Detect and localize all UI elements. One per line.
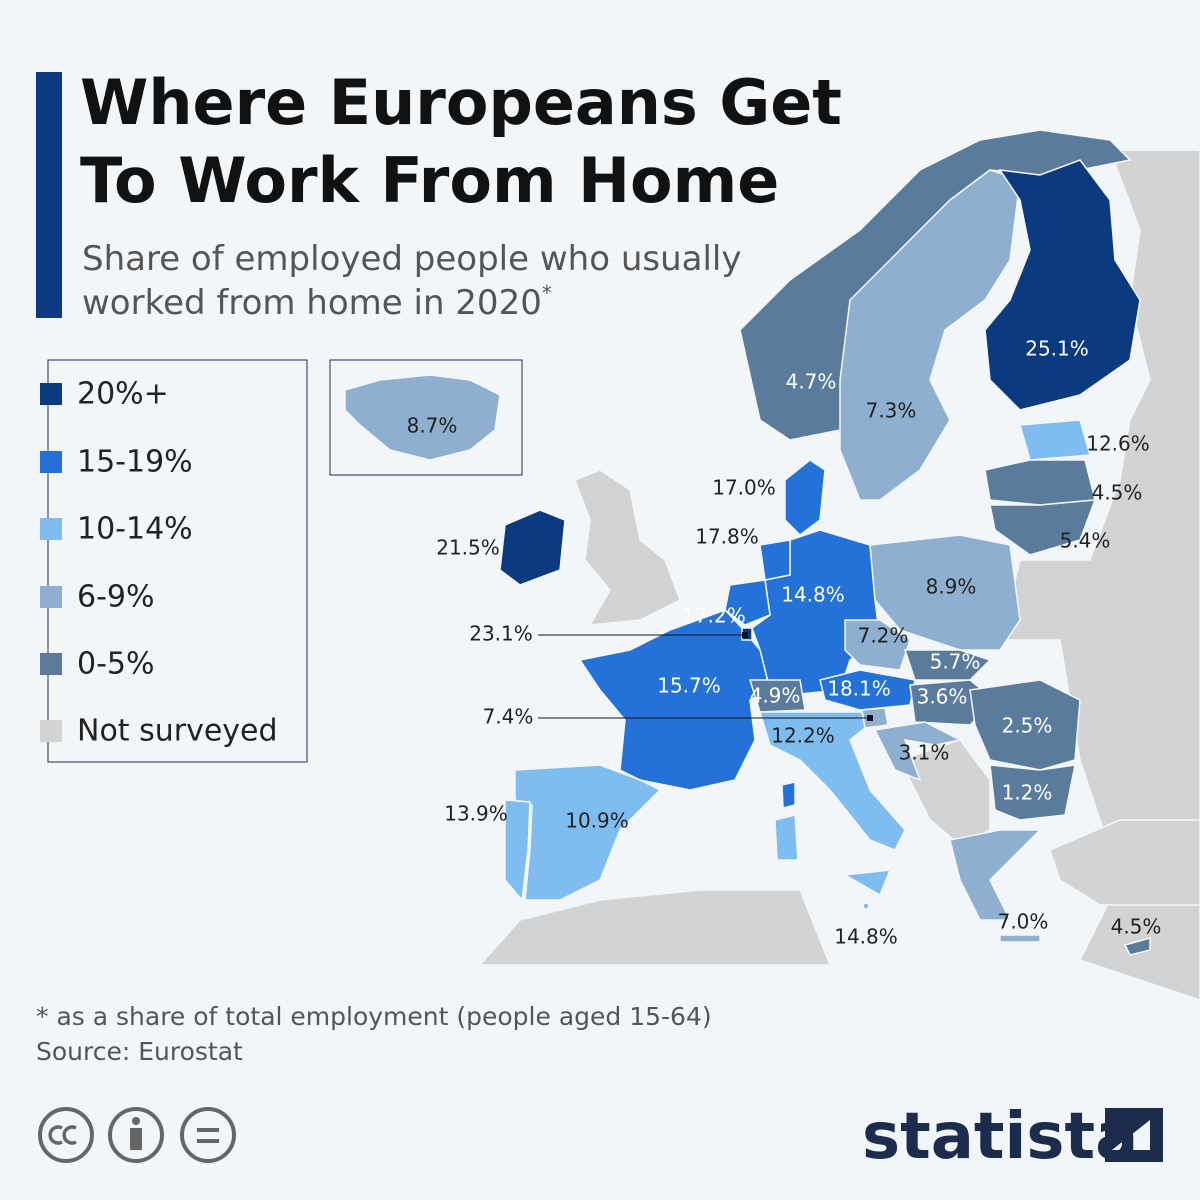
legend-swatch (40, 720, 62, 742)
map-label: 12.6% (1086, 432, 1150, 456)
map-label: 7.4% (483, 705, 534, 729)
map-label: 25.1% (1025, 337, 1089, 361)
legend-label: 15-19% (77, 445, 193, 480)
lithuania (989, 499, 1097, 556)
title: To Work From Home (80, 144, 779, 217)
legend-label: 20%+ (77, 377, 169, 412)
sicily (842, 869, 892, 897)
cc-icon[interactable] (38, 1107, 94, 1163)
sweden (839, 169, 1021, 501)
france (578, 609, 771, 791)
map-label: 8.9% (926, 575, 977, 599)
belgium (724, 579, 771, 626)
malta (862, 902, 870, 910)
map-label: 4.5% (1092, 481, 1143, 505)
sardinia (774, 814, 799, 861)
crete (999, 934, 1041, 943)
legend-swatch (40, 383, 62, 405)
map-label: 10.9% (565, 809, 629, 833)
map-label: 4.7% (786, 370, 837, 394)
legend-swatch (40, 653, 62, 675)
title-bar (36, 72, 62, 318)
legend-label: Not surveyed (77, 714, 278, 749)
by-glyph (132, 1117, 140, 1125)
poland (869, 534, 1021, 651)
map-label: 4.5% (1111, 915, 1162, 939)
map-label: 23.1% (469, 622, 533, 646)
brand[interactable]: statista (862, 1100, 1163, 1174)
map-label: 13.9% (444, 802, 508, 826)
map-label: 18.1% (827, 677, 891, 701)
map-label: 7.3% (866, 399, 917, 423)
croatia (873, 721, 963, 782)
estonia (1019, 419, 1091, 461)
map: 25.1% 4.7% 7.3% 8.7% 12.6% 4.5% 5.4% 17.… (329, 129, 1200, 1001)
map-label: 8.7% (407, 414, 458, 438)
map-label: 14.8% (781, 583, 845, 607)
by-glyph (130, 1128, 142, 1150)
map-label: 17.8% (695, 525, 759, 549)
footnote: * as a share of total employment (people… (36, 1002, 712, 1031)
map-label: 12.2% (771, 724, 835, 748)
portugal (504, 799, 531, 902)
slovenia (861, 707, 889, 729)
leader-dot (742, 632, 748, 638)
iceland-inset (329, 359, 523, 476)
map-label: 15.7% (657, 674, 721, 698)
map-label: 7.0% (998, 910, 1049, 934)
subtitle: Share of employed people who usually (82, 239, 741, 279)
land-africa (478, 889, 832, 966)
leader-dot (867, 715, 873, 721)
legend-label: 10-14% (77, 512, 193, 547)
denmark (784, 459, 826, 536)
map-label: 3.6% (917, 685, 968, 709)
bulgaria (989, 764, 1076, 821)
map-label: 1.2% (1002, 781, 1053, 805)
map-label: 7.2% (858, 624, 909, 648)
map-label: 17.2% (682, 604, 746, 628)
nd-icon[interactable] (180, 1107, 236, 1163)
greece (949, 829, 1042, 921)
subtitle-text: worked from home in 2020 (82, 283, 542, 323)
land-turkey (1049, 819, 1200, 906)
legend-label: 6-9% (77, 580, 155, 615)
land-uk (574, 469, 681, 626)
corsica (781, 781, 796, 809)
legend-swatch (40, 451, 62, 473)
latvia (984, 459, 1096, 506)
map-label: 17.0% (712, 476, 776, 500)
czechia (844, 619, 911, 671)
map-label: 21.5% (436, 536, 500, 560)
legend-label: 0-5% (77, 647, 155, 682)
austria (819, 669, 916, 711)
finland (984, 159, 1141, 411)
footnote-mark: * (542, 281, 552, 305)
map-label: 14.8% (834, 925, 898, 949)
source: Source: Eurostat (36, 1037, 243, 1066)
netherlands (759, 539, 791, 581)
legend-swatch (40, 518, 62, 540)
map-label: 5.7% (930, 650, 981, 674)
by-icon[interactable] (108, 1107, 164, 1163)
iceland (344, 374, 501, 461)
map-label: 3.1% (899, 741, 950, 765)
legend: 20%+ 15-19% 10-14% 6-9% 0-5% Not surveye… (40, 359, 308, 763)
switzerland (748, 679, 806, 713)
title: Where Europeans Get (80, 66, 842, 139)
brand-name[interactable]: statista (862, 1100, 1138, 1174)
legend-swatch (40, 586, 62, 608)
cc-glyph (48, 1125, 77, 1145)
cyprus (1123, 937, 1151, 956)
ireland (499, 509, 566, 586)
map-label: 2.5% (1002, 714, 1053, 738)
slovakia (903, 649, 992, 681)
romania (969, 679, 1081, 771)
brand-logo (1105, 1108, 1163, 1162)
subtitle: worked from home in 2020* (82, 281, 552, 323)
map-label: 5.4% (1060, 529, 1111, 553)
map-label: 4.9% (750, 684, 801, 708)
license-icons[interactable] (38, 1107, 236, 1163)
legend-box (47, 359, 308, 763)
